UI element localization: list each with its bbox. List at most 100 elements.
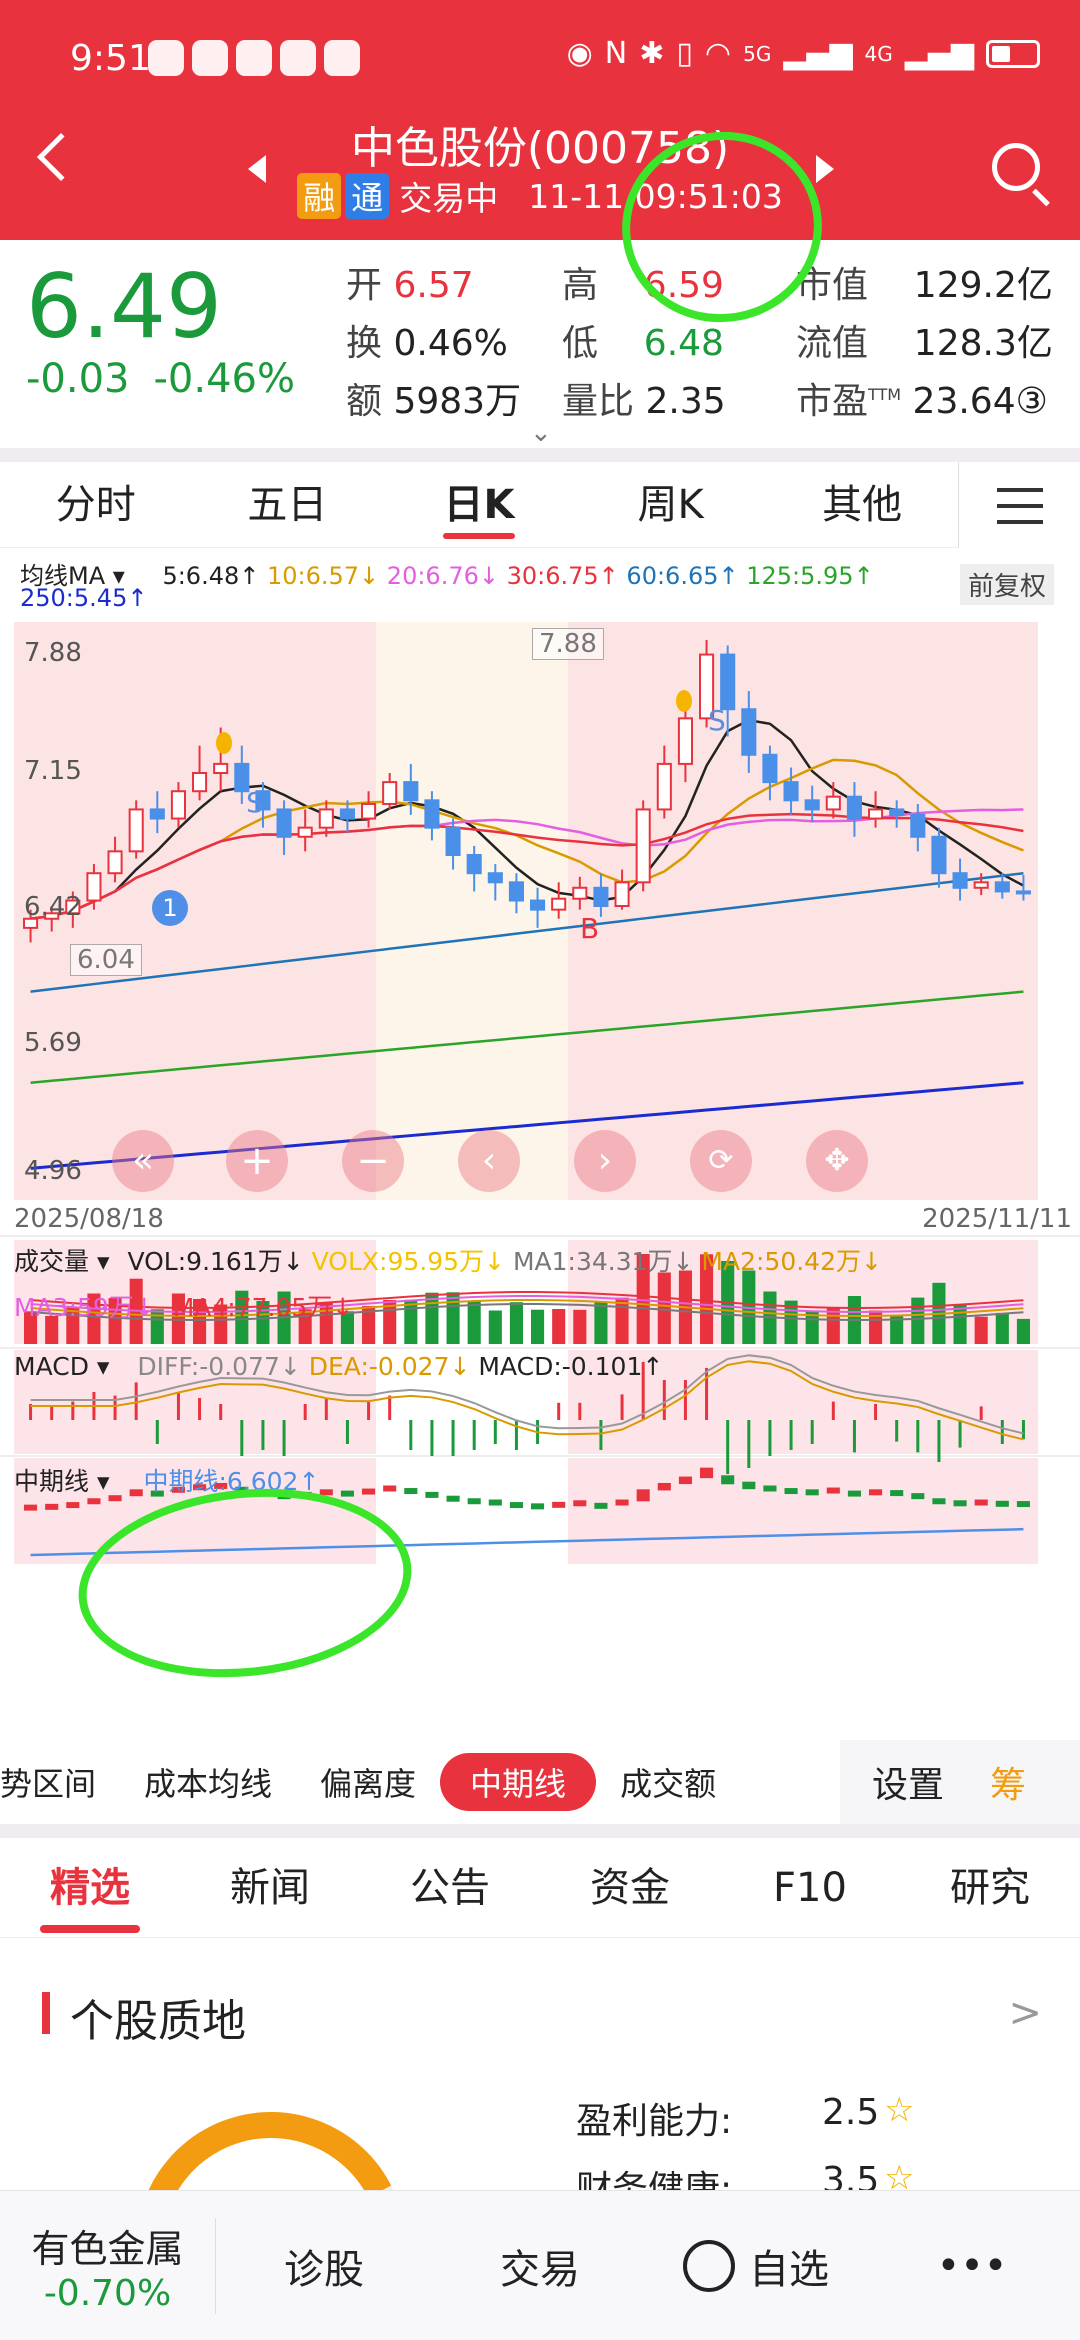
candle: [973, 881, 989, 889]
status-app-icons: [148, 40, 360, 76]
candle: [86, 872, 102, 902]
candle: [424, 799, 440, 829]
volume-bar: [531, 1309, 545, 1344]
nav-diagnose[interactable]: 诊股: [284, 2246, 364, 2293]
nav-more[interactable]: •••: [936, 2242, 1008, 2289]
volume-bar: [700, 1254, 714, 1344]
tab-announcements[interactable]: 公告: [410, 1865, 490, 1911]
sector-name: 有色金属: [31, 2226, 184, 2271]
trading-datetime: 11-11 09:51:03: [528, 176, 783, 216]
volume-bar: [66, 1307, 80, 1344]
candle: [445, 826, 461, 856]
adjust-button[interactable]: 前复权: [960, 564, 1055, 605]
candle: [762, 753, 778, 784]
volume-bar: [509, 1302, 523, 1344]
zoom-in-button[interactable]: +: [226, 1130, 288, 1192]
tab-indicator[interactable]: 偏离度: [320, 1765, 417, 1803]
bg-macd: [14, 1350, 376, 1454]
tab-funds[interactable]: 资金: [590, 1865, 670, 1911]
vol-ma4: MA4:77.05万↓: [172, 1293, 354, 1322]
next-stock-icon[interactable]: [816, 155, 834, 183]
mid-bar: [932, 1498, 946, 1505]
mid-bar: [362, 1488, 376, 1495]
candle: [339, 808, 355, 820]
candle: [825, 795, 841, 811]
mid-bar: [995, 1500, 1009, 1507]
vol-ma4-line: [30, 1291, 1024, 1309]
volume-bar: [467, 1301, 481, 1344]
mid-label[interactable]: 中期线: [14, 1467, 90, 1496]
tab-indicator-active[interactable]: 中期线: [440, 1753, 597, 1811]
rotate-button[interactable]: ⟳: [690, 1130, 752, 1192]
bulb-icon[interactable]: [216, 732, 232, 754]
macd-label[interactable]: MACD: [14, 1352, 89, 1381]
float-cap-label: 流值: [796, 323, 869, 364]
sector-item[interactable]: 有色金属 -0.70%: [0, 2217, 216, 2314]
sell-marker: S: [708, 704, 726, 737]
tab-weekly-k[interactable]: 周K: [637, 482, 704, 528]
event-marker[interactable]: 1: [152, 890, 188, 926]
candle: [65, 899, 81, 915]
tab-research[interactable]: 研究: [950, 1865, 1030, 1911]
connect-badge: 通: [345, 173, 390, 219]
macd-value: MACD:-0.101↑: [478, 1352, 664, 1381]
tab-news[interactable]: 新闻: [230, 1865, 310, 1911]
high-row: 高 6.59: [562, 256, 724, 308]
macd-legend: MACD ▾ DIFF:-0.077↓ DEA:-0.027↓ MACD:-0.…: [14, 1352, 663, 1381]
tab-intraday[interactable]: 分时: [55, 482, 136, 528]
mid-bar: [467, 1498, 481, 1505]
ma60-line: [30, 871, 1024, 993]
volume-bar: [24, 1311, 38, 1344]
volume-bar: [573, 1309, 587, 1344]
chart-menu-icon[interactable]: [958, 462, 1080, 548]
chip-button[interactable]: 筹: [990, 1765, 1027, 1806]
next-button[interactable]: ›: [574, 1130, 636, 1192]
wifi-icon: ◠: [704, 36, 732, 71]
date-start: 2025/08/18: [14, 1204, 164, 1234]
mid-bar: [509, 1502, 523, 1509]
nav-watchlist[interactable]: 自选: [648, 2237, 864, 2295]
vol-legend: 成交量 ▾ VOL:9.161万↓ VOLX:95.95万↓ MA1:34.31…: [14, 1242, 882, 1278]
volume-bar: [488, 1310, 502, 1344]
mid-value: 中期线:6.602↑: [143, 1467, 320, 1496]
prev-button[interactable]: ‹: [458, 1130, 520, 1192]
tab-indicator[interactable]: 成交额: [620, 1765, 717, 1803]
volx-value: VOLX:95.95万↓: [311, 1247, 505, 1276]
zoom-out-button[interactable]: −: [342, 1130, 404, 1192]
open-value: 6.57: [393, 265, 474, 306]
settings-button[interactable]: 设置: [872, 1765, 945, 1806]
turnover-label: 换: [346, 323, 383, 364]
tab-featured[interactable]: 精选: [0, 1838, 180, 1937]
candle: [994, 881, 1010, 893]
candle: [213, 762, 229, 774]
mid-bars: [24, 1467, 1030, 1557]
volume-bar: [890, 1315, 904, 1344]
mid-bar: [129, 1489, 143, 1497]
prev-stock-icon[interactable]: [248, 155, 266, 183]
kline-chart[interactable]: 7.88 7.15 6.42 5.69 4.96 7.88 6.04 S S B…: [0, 600, 1080, 1740]
fast-back-button[interactable]: «: [112, 1130, 174, 1192]
mid-bar: [911, 1493, 925, 1500]
search-icon[interactable]: [992, 143, 1040, 191]
mid-bar: [150, 1490, 164, 1497]
more-chevron-icon[interactable]: >: [1008, 1990, 1042, 2036]
volume-bars: [24, 1254, 1030, 1344]
mid-bar: [742, 1481, 756, 1490]
fullscreen-button[interactable]: ✥: [806, 1130, 868, 1192]
tab-other[interactable]: 其他: [822, 482, 903, 528]
vol-ma3-line: [30, 1295, 1024, 1313]
bulb-icon[interactable]: [676, 690, 692, 712]
ma-label[interactable]: 均线MA: [20, 562, 106, 590]
tab-f10[interactable]: F10: [773, 1865, 847, 1911]
tab-five-day[interactable]: 五日: [247, 482, 328, 528]
y-tick: 7.15: [24, 756, 82, 786]
nav-trade[interactable]: 交易: [500, 2246, 580, 2293]
tab-indicator[interactable]: 势区间: [0, 1765, 97, 1803]
vol-ma3: MA3:59万↓: [14, 1293, 155, 1322]
mkt-cap-value: 129.2亿: [913, 265, 1053, 306]
vol-label[interactable]: 成交量: [14, 1247, 90, 1276]
tab-indicator[interactable]: 成本均线: [144, 1765, 273, 1803]
expand-chevron-icon[interactable]: ⌄: [530, 418, 552, 448]
tab-daily-k[interactable]: 日K: [383, 462, 575, 547]
app-icon: [324, 40, 360, 76]
